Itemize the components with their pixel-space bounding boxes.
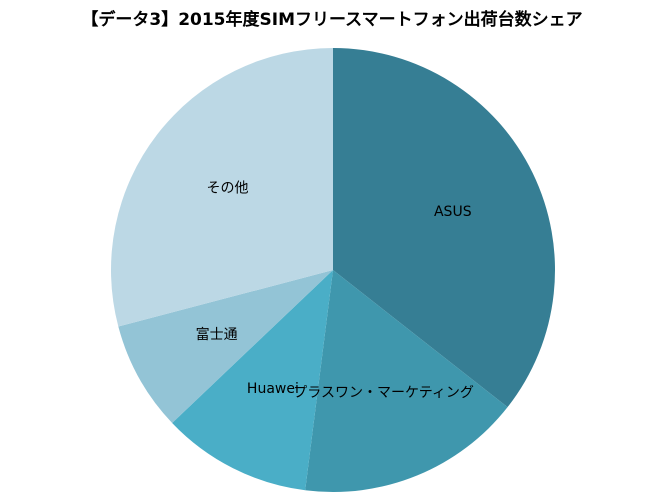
- pie-slice: [333, 48, 555, 408]
- slice-label: 富士通: [196, 326, 238, 343]
- pie-slice: [172, 270, 333, 491]
- pie-slice: [110, 48, 333, 327]
- slice-label: その他: [206, 181, 248, 197]
- slice-label: Huawei: [247, 381, 299, 397]
- slice-label: ASUS: [434, 204, 472, 220]
- pie-slice: [305, 270, 508, 492]
- slice-label: プラスワン・マーケティング: [293, 385, 474, 401]
- pie-slice: [118, 270, 333, 423]
- chart-title: 【データ3】2015年度SIMフリースマートフォン出荷台数シェア: [81, 9, 582, 30]
